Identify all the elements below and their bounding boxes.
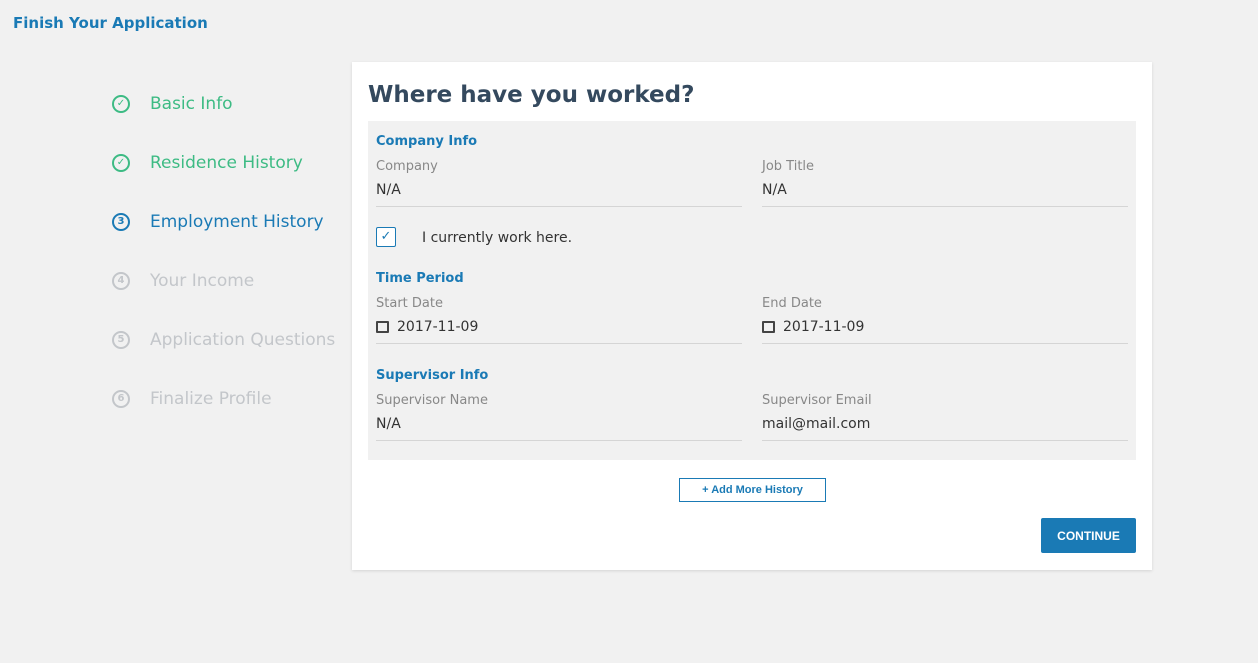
check-circle-icon: ✓ [112, 94, 130, 113]
step-application-questions[interactable]: 5 Application Questions [112, 310, 335, 369]
page-title: Where have you worked? [368, 82, 695, 108]
section-supervisor-info: Supervisor Info [376, 368, 489, 383]
step-number-icon: 5 [112, 330, 130, 349]
step-label: Basic Info [150, 93, 233, 114]
end-date-label: End Date [762, 296, 822, 311]
currently-work-label: I currently work here. [422, 230, 573, 246]
currently-work-checkbox[interactable]: ✓ [376, 227, 396, 247]
section-company-info: Company Info [376, 134, 478, 149]
supervisor-name-input[interactable]: N/A [376, 416, 401, 432]
step-employment-history[interactable]: 3 Employment History [112, 192, 335, 251]
step-number-icon: 4 [112, 271, 130, 290]
end-date-field[interactable]: End Date 2017-11-09 [762, 296, 1128, 344]
supervisor-email-label: Supervisor Email [762, 393, 872, 408]
step-list: ✓ Basic Info ✓ Residence History 3 Employment… [112, 74, 335, 428]
step-residence-history[interactable]: ✓ Residence History [112, 133, 335, 192]
step-label: Your Income [150, 270, 255, 291]
job-title-field[interactable]: Job Title N/A [762, 159, 1128, 207]
step-number-icon: 6 [112, 389, 130, 408]
start-date-label: Start Date [376, 296, 443, 311]
check-circle-icon: ✓ [112, 153, 130, 172]
start-date-input[interactable]: 2017-11-09 [397, 319, 479, 335]
calendar-icon [376, 321, 389, 333]
step-basic-info[interactable]: ✓ Basic Info [112, 74, 335, 133]
company-input[interactable]: N/A [376, 182, 401, 198]
section-time-period: Time Period [376, 271, 464, 286]
supervisor-name-label: Supervisor Name [376, 393, 488, 408]
end-date-input[interactable]: 2017-11-09 [783, 319, 865, 335]
continue-button[interactable]: CONTINUE [1041, 518, 1136, 553]
step-label: Residence History [150, 152, 303, 173]
step-label: Application Questions [150, 329, 336, 350]
step-finalize-profile[interactable]: 6 Finalize Profile [112, 369, 335, 428]
add-more-history-button[interactable]: + Add More History [679, 478, 826, 502]
step-your-income[interactable]: 4 Your Income [112, 251, 335, 310]
calendar-icon [762, 321, 775, 333]
supervisor-email-input[interactable]: mail@mail.com [762, 416, 871, 432]
employment-form-card: Where have you worked? Company Info Comp… [352, 62, 1152, 570]
step-label: Employment History [150, 211, 324, 232]
app-title: Finish Your Application [13, 14, 208, 32]
supervisor-name-field[interactable]: Supervisor Name N/A [376, 393, 742, 441]
job-title-input[interactable]: N/A [762, 182, 787, 198]
company-label: Company [376, 159, 438, 174]
step-number-icon: 3 [112, 212, 130, 231]
history-entry: Company Info Company N/A Job Title N/A ✓ I… [368, 121, 1136, 460]
job-title-label: Job Title [762, 159, 815, 174]
step-label: Finalize Profile [150, 388, 272, 409]
start-date-field[interactable]: Start Date 2017-11-09 [376, 296, 742, 344]
supervisor-email-field[interactable]: Supervisor Email mail@mail.com [762, 393, 1128, 441]
company-field[interactable]: Company N/A [376, 159, 742, 207]
